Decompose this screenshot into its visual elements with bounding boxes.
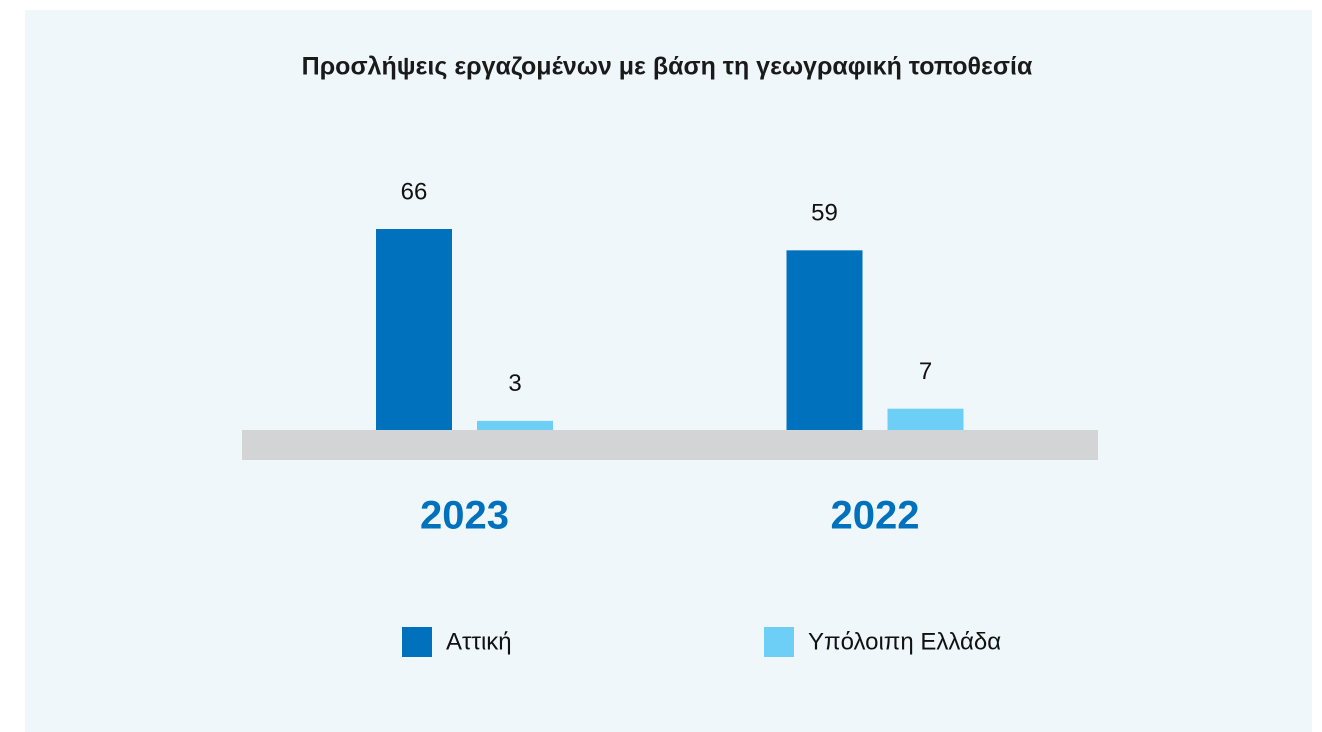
data-label: 59: [811, 200, 838, 227]
panel: [25, 10, 1312, 732]
legend-label: Αττική: [446, 628, 512, 655]
bar: [477, 420, 553, 430]
legend-swatch: [402, 627, 432, 657]
bar: [376, 229, 452, 430]
baseline-band: [242, 430, 1098, 460]
category-label: 2022: [831, 494, 920, 538]
legend-label: Υπόλοιπη Ελλάδα: [808, 628, 1001, 655]
data-label: 3: [508, 370, 521, 397]
data-label: 7: [919, 358, 932, 385]
legend-swatch: [764, 627, 794, 657]
data-label: 66: [401, 178, 428, 205]
category-label: 2023: [420, 494, 509, 538]
bar: [786, 250, 863, 430]
bar: [887, 408, 964, 430]
chart-title: Προσλήψεις εργαζομένων με βάση τη γεωγρα…: [302, 53, 1033, 81]
